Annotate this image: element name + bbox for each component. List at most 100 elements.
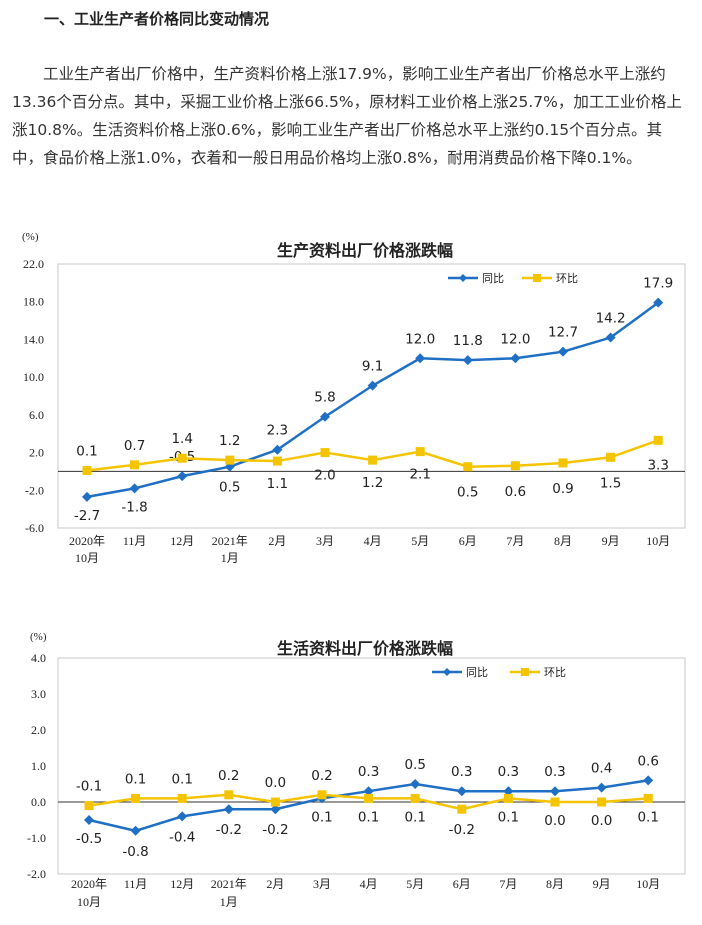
- data-label-yoy: 0.3: [451, 764, 472, 780]
- data-label-yoy: -0.2: [216, 822, 242, 838]
- y-tick-label: -2.0: [27, 867, 46, 881]
- y-tick-label: 14.0: [23, 332, 44, 346]
- data-point-yoy: [320, 411, 330, 422]
- data-point-mom: [463, 462, 473, 472]
- data-point-yoy: [503, 786, 514, 797]
- x-tick-label: 6月: [459, 534, 477, 548]
- data-point-mom: [550, 797, 560, 807]
- data-label-mom: 2.0: [314, 468, 335, 484]
- data-point-mom: [131, 793, 141, 803]
- data-point-yoy: [550, 786, 560, 797]
- y-unit-label: (%): [22, 231, 39, 243]
- plot-frame: [57, 263, 686, 529]
- y-tick-label: -6.0: [25, 521, 44, 535]
- data-label-mom: 1.2: [219, 433, 240, 449]
- data-point-mom: [270, 797, 280, 807]
- data-point-mom: [597, 797, 607, 807]
- y-tick-label: 3.0: [31, 687, 46, 701]
- y-tick-label: 6.0: [29, 408, 44, 422]
- data-point-yoy: [177, 471, 188, 482]
- data-point-mom: [558, 458, 568, 468]
- chart-production-materials: 生产资料出厂价格涨跌幅 (%) -6.0 -2.0 2.0 6.0 10.0 14.0 18.0…: [22, 231, 686, 565]
- data-point-yoy: [653, 297, 664, 308]
- x-tick-label: 2021年: [212, 534, 248, 548]
- data-point-mom: [272, 456, 282, 466]
- x-tick-label: 9月: [602, 534, 620, 548]
- x-tick-label: 8月: [546, 877, 564, 891]
- x-tick-label: 7月: [506, 534, 524, 548]
- x-tick-label: 4月: [360, 877, 378, 891]
- y-tick-label: 10.0: [23, 370, 44, 384]
- legend-marker-mom: [533, 274, 541, 282]
- data-label-mom: 0.1: [498, 809, 519, 825]
- data-point-mom: [643, 793, 653, 803]
- data-point-yoy: [456, 786, 467, 797]
- chart-title: 生产资料出厂价格涨跌幅: [277, 241, 453, 260]
- data-point-yoy: [596, 782, 607, 793]
- data-point-yoy: [129, 483, 140, 494]
- data-point-mom: [457, 804, 467, 814]
- x-tick-label: 10月: [77, 895, 101, 909]
- data-point-yoy: [410, 779, 421, 789]
- x-tick-label: 5月: [411, 534, 429, 548]
- y-tick-label: -1.0: [27, 831, 46, 845]
- data-label-mom: -0.2: [449, 822, 475, 838]
- data-point-yoy: [177, 811, 188, 822]
- data-label-mom: 0.2: [311, 768, 332, 784]
- data-label-yoy: 0.3: [544, 764, 565, 780]
- data-label-mom: 0.0: [265, 775, 286, 791]
- data-label-mom: 0.6: [505, 484, 526, 500]
- legend-marker-yoy: [459, 274, 467, 282]
- data-label-yoy: -0.8: [122, 844, 148, 860]
- data-label-yoy: -0.5: [76, 831, 102, 847]
- data-label-yoy: 0.4: [591, 761, 612, 777]
- data-label-mom: 0.0: [544, 813, 565, 829]
- data-label-mom: -0.1: [76, 779, 102, 795]
- x-tick-label: 10月: [636, 877, 660, 891]
- data-point-yoy: [415, 353, 426, 364]
- data-label-yoy: 12.7: [548, 325, 578, 341]
- data-point-mom: [503, 793, 513, 803]
- x-tick-label: 3月: [316, 534, 334, 548]
- x-tick-label: 2021年: [211, 877, 247, 891]
- y-tick-label: 1.0: [31, 759, 46, 773]
- data-label-yoy: 5.8: [314, 390, 335, 406]
- data-label-mom: 0.1: [171, 771, 192, 787]
- data-point-mom: [320, 448, 330, 458]
- data-label-yoy: -0.2: [262, 822, 288, 838]
- y-tick-label: 4.0: [31, 651, 46, 665]
- data-label-mom: 1.1: [267, 476, 288, 492]
- data-label-mom: 0.2: [218, 768, 239, 784]
- x-tick-label: 8月: [554, 534, 572, 548]
- data-label-mom: 1.4: [171, 431, 192, 447]
- data-label-mom: 1.2: [362, 475, 383, 491]
- x-tick-label: 2月: [266, 877, 284, 891]
- data-point-mom: [415, 447, 425, 457]
- y-tick-label: 2.0: [29, 446, 44, 460]
- data-label-yoy: 12.0: [405, 331, 435, 347]
- summary-text: 工业生产者出厂价格中，生产资料价格上涨17.9%，影响工业生产者出厂价格总水平上…: [12, 65, 682, 167]
- chart-title: 生活资料出厂价格涨跌幅: [277, 639, 453, 658]
- legend-label-yoy: 同比: [466, 666, 488, 679]
- data-point-mom: [606, 452, 616, 462]
- y-tick-label: 22.0: [23, 257, 44, 271]
- data-point-yoy: [82, 491, 92, 502]
- data-label-mom: 3.3: [647, 457, 668, 473]
- data-point-yoy: [510, 353, 521, 364]
- data-label-yoy: 0.5: [219, 480, 240, 496]
- data-label-yoy: 12.0: [500, 331, 530, 347]
- data-label-yoy: 2.3: [267, 423, 288, 439]
- y-tick-label: 18.0: [23, 295, 44, 309]
- y-tick-label: -2.0: [25, 483, 44, 497]
- legend-label-yoy: 同比: [482, 272, 504, 285]
- x-tick-label: 2020年: [71, 877, 107, 891]
- data-point-yoy: [272, 444, 283, 455]
- data-point-mom: [368, 455, 378, 465]
- data-label-yoy: 14.2: [596, 311, 626, 327]
- data-label-mom: 0.0: [591, 813, 612, 829]
- data-point-mom: [410, 793, 420, 803]
- data-label-yoy: 0.1: [311, 809, 332, 825]
- x-tick-label: 5月: [406, 877, 424, 891]
- data-label-yoy: -0.4: [169, 829, 195, 845]
- x-tick-label: 4月: [364, 534, 382, 548]
